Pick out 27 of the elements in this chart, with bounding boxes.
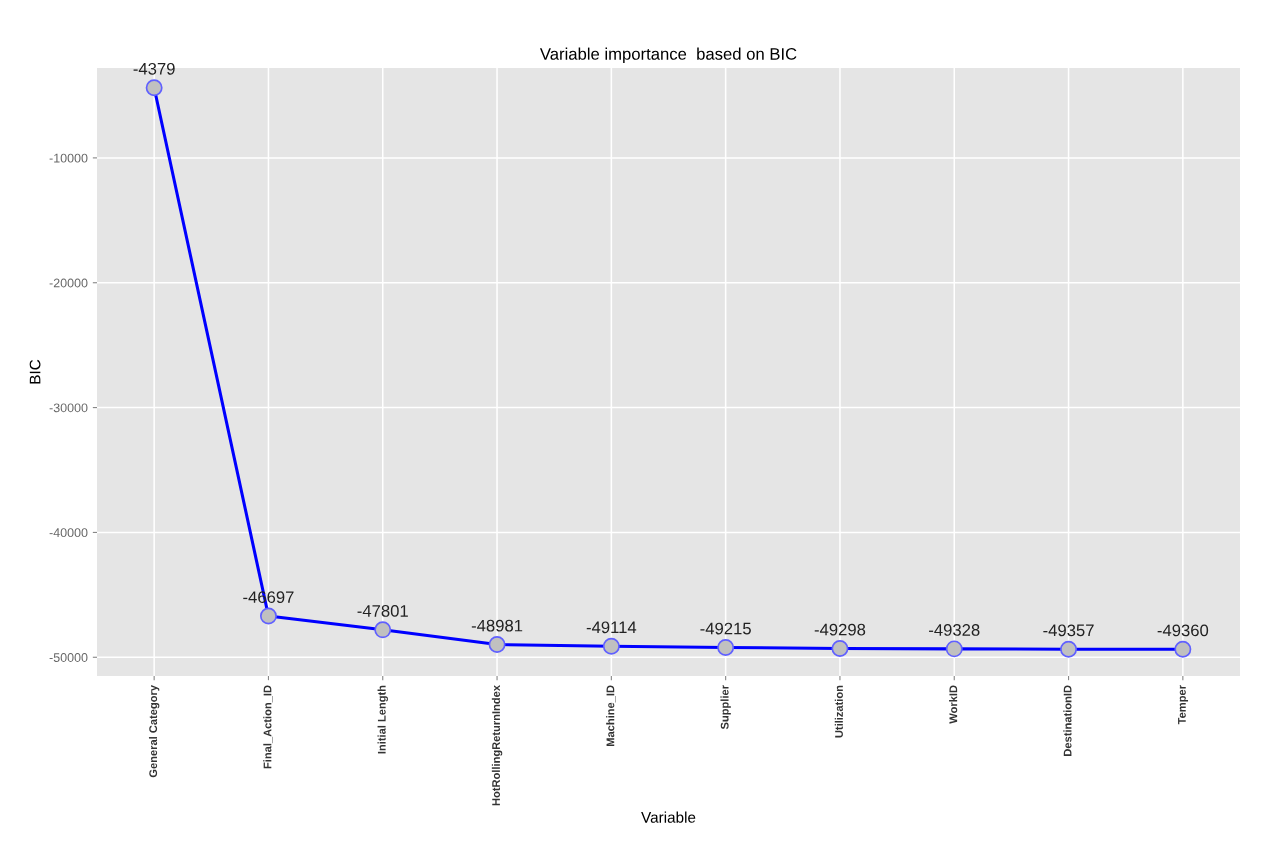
chart-title: Variable importance based on BIC [539,47,797,64]
x-tick-label: General Category [148,685,160,778]
data-label: -49298 [814,623,866,636]
x-tick-label: Temper [1178,685,1189,725]
data-label: -49357 [1043,624,1094,637]
x-axis-title: Variable [641,811,696,823]
y-tick-label: -30000 [49,403,88,413]
y-tick-label: -50000 [49,653,88,662]
x-tick-label: WorkID [949,685,958,724]
data-label: -49215 [700,622,751,635]
x-tick-label: Final_Action_ID [263,685,273,769]
x-tick-label: DestinationID [1063,685,1072,756]
x-tick-label: Supplier [720,685,731,730]
x-tick-label: Machine_ID [606,685,616,747]
y-tick-label: -40000 [49,528,88,538]
y-tick-label: -20000 [49,278,88,288]
data-label: -47801 [357,605,408,617]
data-label: -4379 [133,62,175,75]
data-label: -48981 [471,619,523,632]
x-tick-label: Initial Length [377,685,388,754]
x-tick-label: HotRollingReturnIndex [491,685,503,806]
y-axis-title: BIC [29,359,41,384]
x-tick-label: Utilization [834,685,843,738]
data-label: -49360 [1157,624,1209,637]
data-label: -49328 [929,624,980,636]
data-label: -49114 [586,621,637,634]
y-tick-label: -10000 [49,153,88,163]
